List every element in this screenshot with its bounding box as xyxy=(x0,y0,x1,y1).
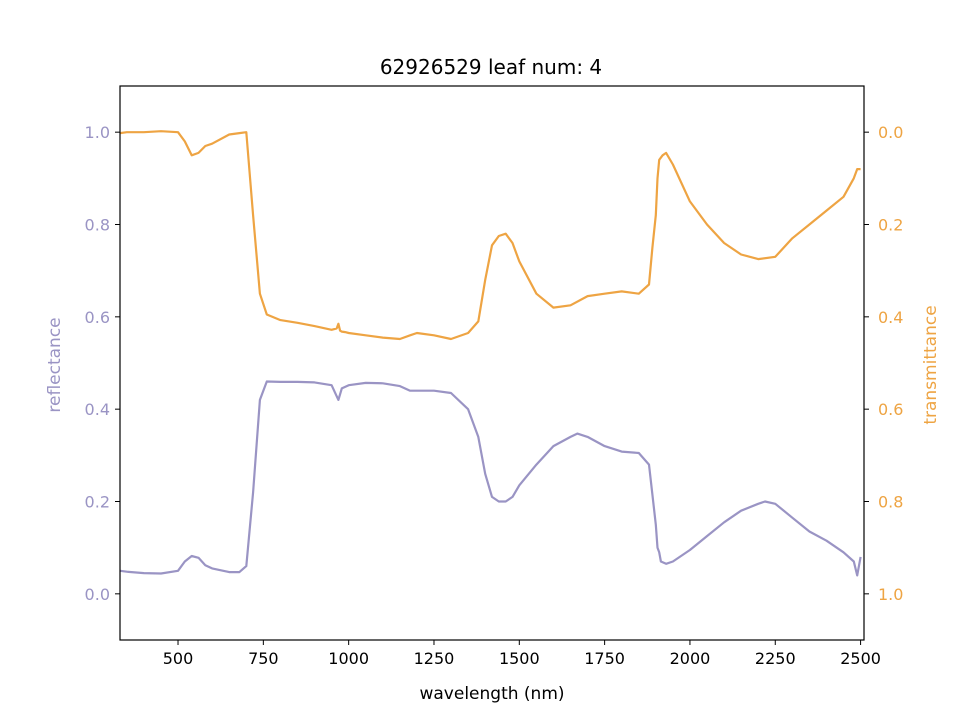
x-tick-label: 2250 xyxy=(755,649,796,668)
x-tick-label: 750 xyxy=(248,649,279,668)
x-tick-label: 1250 xyxy=(414,649,455,668)
x-tick-label: 1000 xyxy=(328,649,369,668)
x-tick-label: 2500 xyxy=(840,649,881,668)
y-left-tick-label: 0.6 xyxy=(85,308,110,327)
x-tick-label: 1500 xyxy=(499,649,540,668)
y-left-tick-label: 0.0 xyxy=(85,585,110,604)
transmittance-series-line xyxy=(119,130,861,341)
y-right-tick-label: 0.2 xyxy=(878,216,903,235)
y-right-tick-label: 1.0 xyxy=(878,585,903,604)
reflectance-series-line xyxy=(119,380,862,577)
y-right-tick-label: 0.8 xyxy=(878,493,903,512)
y-right-tick-label: 0.4 xyxy=(878,308,903,327)
y-axis-label-right: transmittance xyxy=(921,305,941,424)
plot-frame xyxy=(119,85,865,641)
y-left-tick-label: 0.2 xyxy=(85,493,110,512)
x-tick-label: 1750 xyxy=(584,649,625,668)
y-axis-label-left: reflectance xyxy=(45,317,65,412)
y-right-tick-label: 0.0 xyxy=(878,123,903,142)
y-right-tick-label: 0.6 xyxy=(878,400,903,419)
x-axis-label: wavelength (nm) xyxy=(419,684,564,704)
y-axis-right: 0.0 0.2 0.4 0.6 0.8 1.0 xyxy=(864,123,903,604)
series-layer xyxy=(119,130,862,577)
chart-title: 62926529 leaf num: 4 xyxy=(380,55,602,79)
x-tick-label: 500 xyxy=(163,649,194,668)
y-axis-left: 0.0 0.2 0.4 0.6 0.8 1.0 xyxy=(85,123,120,604)
y-left-tick-label: 0.4 xyxy=(85,400,110,419)
x-axis: 500 750 1000 1250 1500 1750 2000 2250 2500 xyxy=(163,640,881,668)
y-left-tick-label: 1.0 xyxy=(85,123,110,142)
y-left-tick-label: 0.8 xyxy=(85,216,110,235)
x-tick-label: 2000 xyxy=(670,649,711,668)
